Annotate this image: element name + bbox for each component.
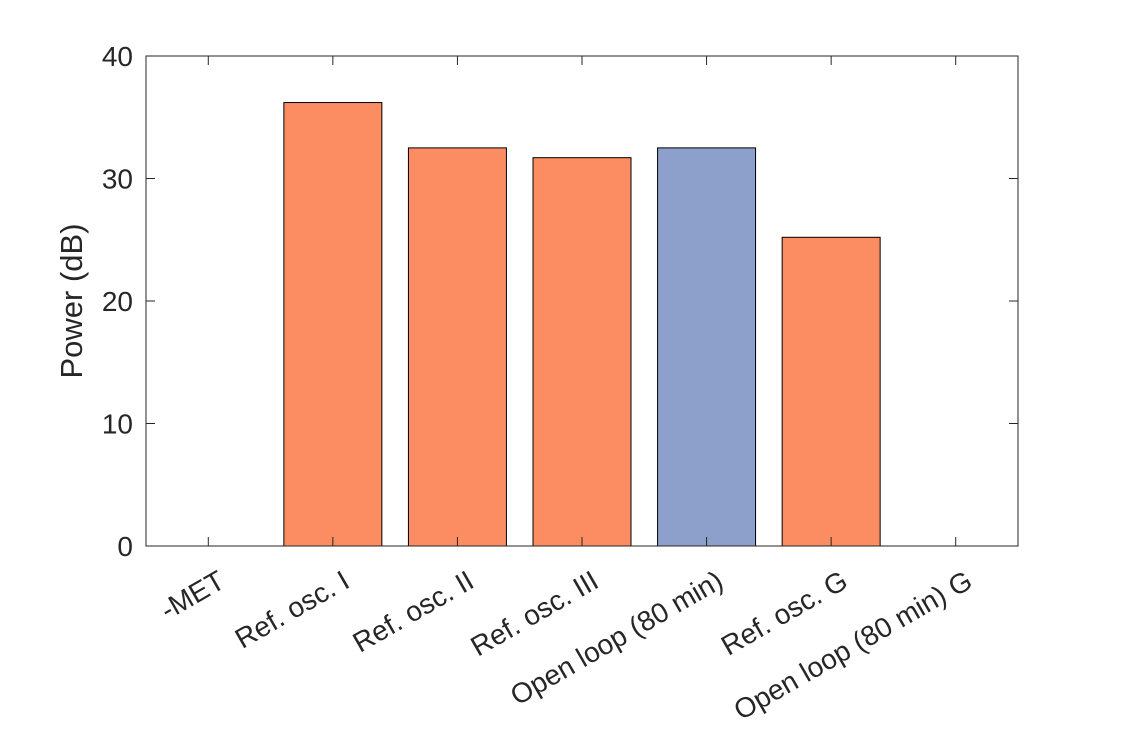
bar-3 — [532, 157, 632, 547]
x-tick-label-4: Open loop (80 min) — [505, 565, 728, 712]
bar-5 — [781, 236, 881, 547]
bar-4 — [657, 147, 757, 547]
bar-2 — [407, 147, 507, 547]
y-tick-label-3: 30 — [102, 164, 133, 195]
x-tick-label-6: Open loop (80 min) G — [729, 565, 978, 726]
bar-1 — [283, 102, 383, 547]
bars-layer — [283, 102, 881, 547]
y-tick-label-4: 40 — [102, 41, 133, 72]
x-tick-label-2: Ref. osc. II — [348, 565, 479, 659]
x-tick-label-1: Ref. osc. I — [230, 565, 355, 655]
y-tick-label-1: 10 — [102, 409, 133, 440]
y-axis-title: Power (dB) — [54, 223, 89, 378]
y-tick-label-0: 0 — [117, 531, 133, 562]
x-tick-label-0: -MET — [155, 565, 230, 626]
y-tick-label-2: 20 — [102, 286, 133, 317]
y-ticks: 0 10 20 30 40 — [102, 41, 1018, 562]
